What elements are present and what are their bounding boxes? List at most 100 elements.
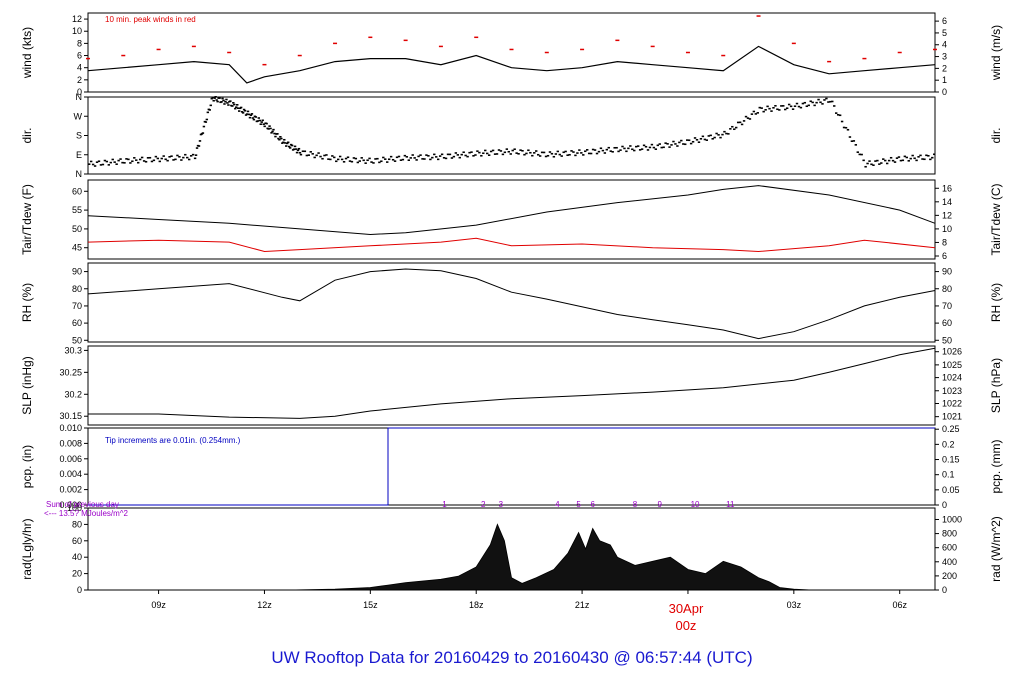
dir-point <box>313 156 316 159</box>
dir-point <box>650 143 654 146</box>
dir-point <box>666 143 669 145</box>
dir-point <box>227 104 230 106</box>
dir-point <box>472 155 475 157</box>
dir-point <box>727 133 730 135</box>
dir-point <box>156 157 160 160</box>
dir-point <box>807 104 810 107</box>
dir-point <box>206 111 210 114</box>
dir-point <box>387 158 391 161</box>
dir-point <box>260 121 263 123</box>
dir-point <box>289 143 293 146</box>
dir-point <box>709 134 712 137</box>
dir-point <box>909 157 912 160</box>
dir-point <box>423 158 426 160</box>
dir-point <box>315 154 318 157</box>
dir-point <box>838 114 842 117</box>
right-tick-label-wind: 2 <box>942 63 947 73</box>
dir-point <box>195 147 199 149</box>
right-tick-label-rad: 0 <box>942 585 947 595</box>
dir-point <box>878 163 881 165</box>
dir-point <box>297 147 301 150</box>
right-tick-label-slp: 1025 <box>942 360 962 370</box>
dir-point <box>210 97 213 100</box>
left-tick-label-rh: 90 <box>72 267 82 277</box>
ylabel-right-dir: dir. <box>989 127 1003 143</box>
dir-point <box>115 163 118 165</box>
right-tick-label-rad: 200 <box>942 571 957 581</box>
right-tick-label-wind: 1 <box>942 75 947 85</box>
dir-point <box>652 146 656 149</box>
dir-point <box>597 150 601 153</box>
dir-point <box>513 148 516 151</box>
dir-point <box>644 145 648 148</box>
right-tick-label-rad: 400 <box>942 557 957 567</box>
dir-point <box>897 156 901 158</box>
dir-point <box>368 157 371 160</box>
ylabel-right-temp: Tair/Tdew (C) <box>989 183 1003 255</box>
dir-point <box>119 158 122 160</box>
dir-point <box>740 123 744 126</box>
dir-point <box>760 107 763 109</box>
dir-point <box>540 151 544 154</box>
dir-point <box>458 156 461 159</box>
dir-point <box>833 105 836 107</box>
dir-point <box>929 158 932 161</box>
dir-point <box>903 155 907 158</box>
dir-point <box>866 162 869 165</box>
dir-point <box>356 161 360 164</box>
dir-point <box>482 152 485 155</box>
dir-point <box>223 103 226 105</box>
dir-point <box>642 144 646 147</box>
dir-point <box>558 153 561 156</box>
right-tick-label-rh: 60 <box>942 318 952 328</box>
ylabel-left-pcp: pcp. (in) <box>20 445 34 488</box>
dir-point <box>489 150 493 153</box>
left-tick-label-pcp: 0.000 <box>59 500 82 510</box>
dir-point <box>93 165 97 167</box>
dir-point <box>880 162 883 164</box>
dir-point <box>247 113 251 116</box>
dir-point <box>533 152 536 154</box>
ylabel-right-pcp: pcp. (mm) <box>989 439 1003 493</box>
ylabel-right-rh: RH (%) <box>989 283 1003 322</box>
dir-point <box>150 160 154 163</box>
left-tick-label-wind: 12 <box>72 14 82 24</box>
dir-point <box>711 137 714 140</box>
dir-point <box>468 151 471 154</box>
dir-point <box>682 143 685 145</box>
dir-point <box>305 154 309 157</box>
dir-point <box>574 154 577 157</box>
wind-speed-line <box>87 45 936 84</box>
ylabel-left-temp: Tair/Tdew (F) <box>20 184 34 255</box>
dir-point <box>584 150 587 153</box>
dir-point <box>725 132 728 135</box>
dir-point <box>415 159 418 161</box>
dir-point <box>446 153 450 156</box>
dir-point <box>678 141 681 144</box>
dir-point <box>605 148 609 151</box>
dir-point <box>272 128 275 131</box>
rh-line <box>87 268 936 340</box>
dir-point <box>646 149 650 151</box>
dir-point <box>768 107 771 110</box>
dir-point <box>397 155 401 158</box>
dir-point <box>358 160 361 162</box>
dir-point <box>225 98 228 101</box>
dir-point <box>733 128 736 131</box>
rad-annotation-line2: <--- 13.5? MJoules/m^2 <box>44 509 129 518</box>
dir-point <box>648 146 652 149</box>
dir-point <box>552 155 556 158</box>
right-tick-label-pcp: 0.05 <box>942 485 960 495</box>
ylabel-left-wind: wind (kts) <box>20 27 34 79</box>
dir-point <box>113 161 116 163</box>
panel-frame-rh <box>87 262 936 343</box>
dir-point <box>536 153 540 156</box>
dir-point <box>148 156 152 159</box>
dir-point <box>105 160 109 163</box>
dir-point <box>215 99 218 101</box>
dir-point <box>835 112 838 114</box>
dir-point <box>905 156 908 159</box>
dir-point <box>194 154 198 156</box>
dir-point <box>333 156 336 159</box>
dir-point <box>187 158 191 161</box>
